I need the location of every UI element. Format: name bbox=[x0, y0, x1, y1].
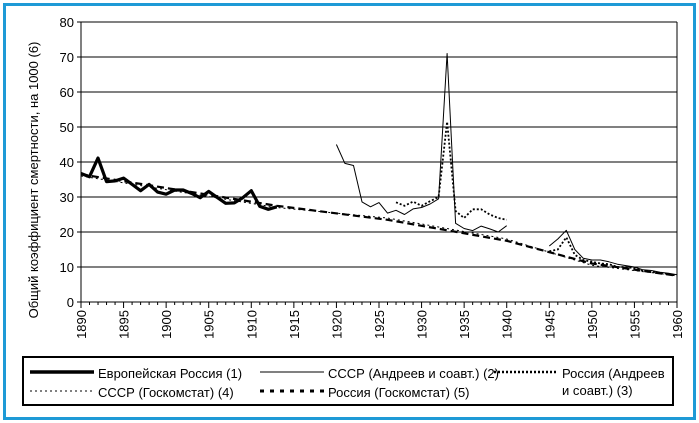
legend-label: СССР (Госкомстат) (4) bbox=[98, 385, 234, 400]
legend-item-ussr-andreev: СССР (Андреев и соавт.) (2) bbox=[260, 365, 499, 382]
series-line bbox=[395, 120, 507, 221]
grid-lines bbox=[81, 21, 677, 268]
legend-label-line1: Россия (Андреев bbox=[562, 366, 665, 381]
series-5 bbox=[80, 173, 678, 277]
y-tick-label: 40 bbox=[60, 155, 74, 170]
legend-item-russia-andreev: Россия (Андреев и соавт.) (3) bbox=[494, 365, 665, 399]
x-tick-label: 1915 bbox=[287, 310, 302, 339]
series-line bbox=[548, 229, 678, 276]
legend-label-line2: и соавт.) (3) bbox=[562, 383, 633, 398]
legend-item-ussr-goskomstat: СССР (Госкомстат) (4) bbox=[30, 384, 234, 401]
y-axis-label: Общий коэффициент смертности, на 1000 (6… bbox=[26, 42, 41, 319]
x-tick-label: 1950 bbox=[585, 310, 600, 339]
y-tick-label: 80 bbox=[60, 15, 74, 30]
legend-item-european-russia: Европейская Россия (1) bbox=[30, 365, 242, 382]
legend-swatch-thin-dashed bbox=[30, 390, 94, 392]
x-tick-label: 1945 bbox=[542, 310, 557, 339]
x-tick-label: 1925 bbox=[372, 310, 387, 339]
y-tick-label: 60 bbox=[60, 85, 74, 100]
y-tick-label: 20 bbox=[60, 225, 74, 240]
chart-frame bbox=[3, 3, 696, 420]
series-line bbox=[549, 236, 678, 277]
legend-swatch-thin-solid bbox=[260, 371, 324, 373]
legend-swatch-bold-dashed bbox=[260, 389, 324, 393]
x-tick-label: 1905 bbox=[202, 310, 217, 339]
x-tick-label: 1910 bbox=[244, 310, 259, 339]
legend-label: СССР (Андреев и соавт.) (2) bbox=[328, 366, 499, 381]
x-tick-label: 1960 bbox=[670, 310, 685, 339]
x-tick-label: 1940 bbox=[500, 310, 515, 339]
y-tick-label: 70 bbox=[60, 50, 74, 65]
y-axis-ticks: 0 10 20 30 40 50 60 70 80 bbox=[60, 15, 81, 310]
y-tick-label: 50 bbox=[60, 120, 74, 135]
x-tick-label: 1900 bbox=[159, 310, 174, 339]
x-tick-label: 1935 bbox=[457, 310, 472, 339]
x-tick-label: 1920 bbox=[329, 310, 344, 339]
x-tick-label: 1895 bbox=[117, 310, 132, 339]
legend-item-russia-goskomstat: Россия (Госкомстат) (5) bbox=[260, 384, 470, 401]
x-axis-ticks: 1890 1895 1900 1905 1910 1915 1920 1925 1930 1935… bbox=[74, 302, 685, 339]
y-tick-label: 30 bbox=[60, 190, 74, 205]
legend: Европейская Россия (1) СССР (Андреев и с… bbox=[22, 356, 674, 406]
x-tick-label: 1890 bbox=[74, 310, 89, 339]
legend-label: Европейская Россия (1) bbox=[98, 366, 243, 381]
legend-label: Россия (Госкомстат) (5) bbox=[328, 385, 470, 400]
legend-swatch-thick-solid bbox=[30, 370, 94, 374]
series-line bbox=[80, 173, 678, 277]
series-layer bbox=[80, 53, 678, 277]
legend-swatch-dense-dots bbox=[494, 370, 558, 374]
legend-label: Россия (Андреев и соавт.) (3) bbox=[562, 365, 665, 399]
y-tick-label: 10 bbox=[60, 260, 74, 275]
series-2 bbox=[335, 53, 678, 276]
series-line bbox=[80, 175, 678, 277]
series-3 bbox=[395, 120, 678, 277]
x-tick-label: 1930 bbox=[415, 310, 430, 339]
x-tick-label: 1955 bbox=[627, 310, 642, 339]
y-tick-label: 0 bbox=[67, 295, 74, 310]
